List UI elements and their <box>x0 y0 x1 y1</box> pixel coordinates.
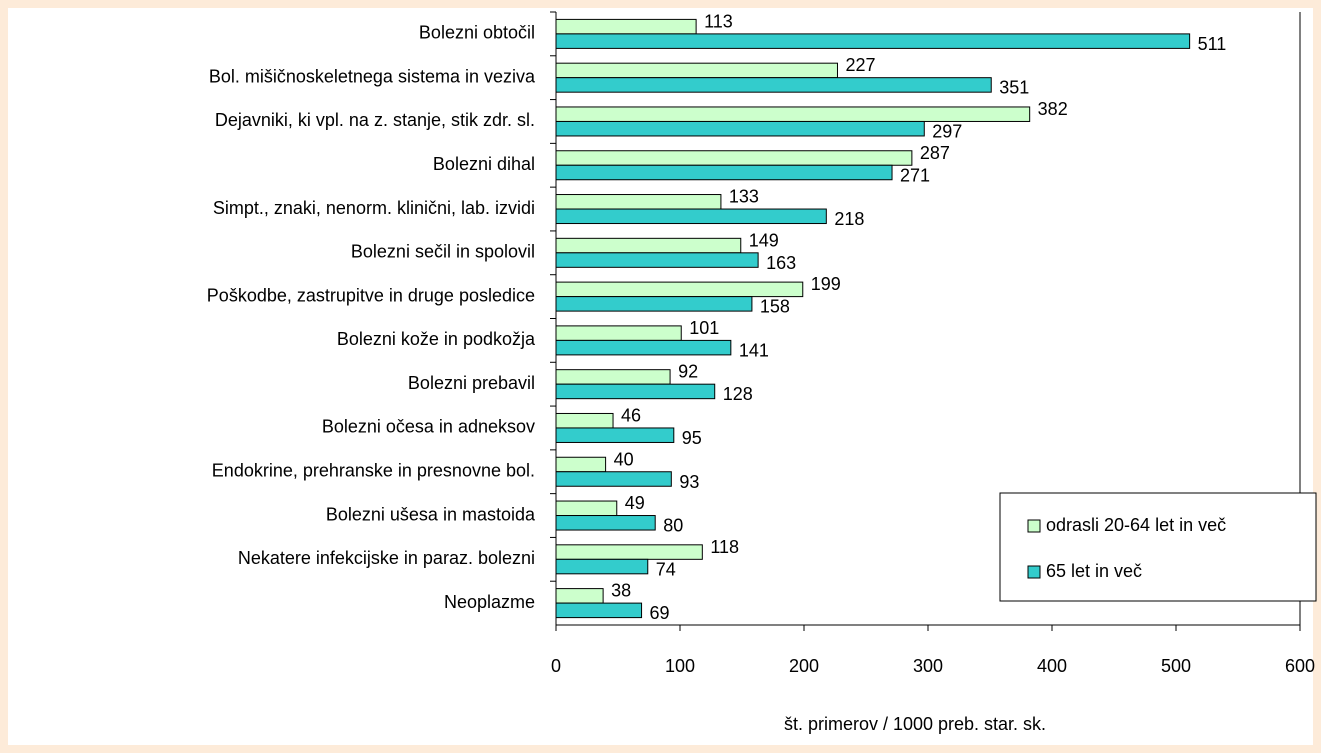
data-label: 46 <box>621 405 641 425</box>
data-label: 511 <box>1198 34 1227 54</box>
data-label: 227 <box>845 55 875 75</box>
bar <box>555 325 682 341</box>
y-tick-label: Poškodbe, zastrupitve in druge posledice <box>207 285 535 305</box>
bar <box>555 588 604 604</box>
x-tick-label: 400 <box>1037 656 1067 676</box>
x-tick-label: 100 <box>665 656 695 676</box>
data-label: 158 <box>760 297 790 317</box>
x-axis-label: št. primerov / 1000 preb. star. sk. <box>784 714 1046 734</box>
legend-label: 65 let in več <box>1046 561 1142 581</box>
data-label: 163 <box>766 253 796 273</box>
data-label: 95 <box>682 428 702 448</box>
bar <box>555 194 722 210</box>
data-label: 69 <box>650 603 670 623</box>
data-label: 38 <box>611 581 631 601</box>
data-label: 128 <box>723 384 753 404</box>
x-tick-label: 500 <box>1161 656 1191 676</box>
y-tick-label: Dejavniki, ki vpl. na z. stanje, stik zd… <box>215 110 535 130</box>
data-label: 271 <box>900 165 930 185</box>
bar <box>555 106 1031 122</box>
y-tick-label: Bol. mišičnoskeletnega sistema in veziva <box>209 66 536 86</box>
y-tick-label: Bolezni ušesa in mastoida <box>326 504 536 524</box>
data-label: 49 <box>625 493 645 513</box>
bar <box>555 339 732 356</box>
data-label: 133 <box>729 187 759 207</box>
bar <box>555 515 656 531</box>
bar <box>555 62 838 79</box>
data-label: 92 <box>678 362 698 382</box>
y-tick-label: Bolezni prebavil <box>408 373 535 393</box>
y-tick-label: Bolezni obtočil <box>419 23 535 43</box>
data-label: 113 <box>704 11 733 31</box>
legend-label: odrasli 20-64 let in več <box>1046 515 1226 535</box>
bar <box>555 281 804 298</box>
data-label: 141 <box>739 340 769 360</box>
bar <box>555 558 649 575</box>
x-tick-label: 600 <box>1285 656 1315 676</box>
bar <box>555 544 703 560</box>
bar <box>555 164 893 181</box>
legend-swatch <box>1027 519 1041 533</box>
data-label: 40 <box>614 449 634 469</box>
data-label: 149 <box>749 230 779 250</box>
legend-swatch <box>1027 565 1041 579</box>
data-label: 199 <box>811 274 841 294</box>
bar <box>555 18 697 35</box>
y-tick-label: Bolezni sečil in spolovil <box>351 242 535 262</box>
y-tick-label: Endokrine, prehranske in presnovne bol. <box>212 461 535 481</box>
bar <box>555 427 675 443</box>
bar <box>555 77 992 93</box>
data-label: 74 <box>656 559 676 579</box>
data-label: 287 <box>920 143 950 163</box>
data-label: 382 <box>1038 99 1068 119</box>
y-tick-label: Bolezni očesa in adneksov <box>322 417 535 437</box>
bar <box>555 602 643 619</box>
bar <box>555 412 614 429</box>
legend-box <box>999 492 1317 602</box>
bar <box>555 33 1191 49</box>
bar <box>555 120 925 137</box>
data-label: 101 <box>689 318 719 338</box>
y-tick-label: Neoplazme <box>444 592 535 612</box>
bar <box>555 369 671 385</box>
x-tick-label: 200 <box>789 656 819 676</box>
x-tick-label: 300 <box>913 656 943 676</box>
bar <box>555 456 607 473</box>
y-tick-label: Simpt., znaki, nenorm. klinični, lab. iz… <box>213 198 535 218</box>
bar <box>555 252 759 268</box>
y-tick-label: Bolezni dihal <box>433 154 535 174</box>
bar <box>555 237 742 254</box>
bar <box>555 500 618 517</box>
bar <box>555 383 716 400</box>
bar <box>555 150 913 166</box>
bar <box>555 296 753 312</box>
y-tick-label: Bolezni kože in podkožja <box>337 329 536 349</box>
data-label: 351 <box>999 78 1029 98</box>
y-tick-label: Nekatere infekcijske in paraz. bolezni <box>238 548 535 568</box>
data-label: 297 <box>932 121 962 141</box>
data-label: 93 <box>679 472 699 492</box>
data-label: 80 <box>663 516 683 536</box>
x-tick-label: 0 <box>551 656 561 676</box>
data-label: 218 <box>834 209 864 229</box>
data-label: 118 <box>710 537 739 557</box>
bar <box>555 471 672 487</box>
bar <box>555 208 827 225</box>
